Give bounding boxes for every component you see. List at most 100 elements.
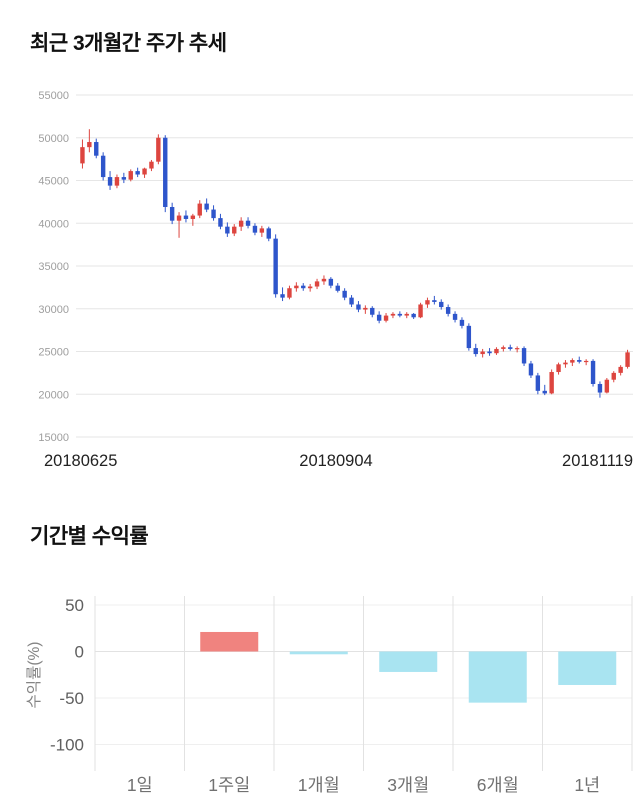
- candle: [349, 295, 354, 308]
- candle-body: [149, 161, 154, 169]
- candle: [87, 129, 92, 153]
- candle: [225, 222, 230, 237]
- y-axis-tick-label: 55000: [38, 90, 69, 102]
- candle-body: [128, 171, 133, 180]
- candle-body: [501, 347, 506, 349]
- candle-body: [418, 304, 423, 318]
- candle: [190, 213, 196, 226]
- candle: [169, 202, 175, 225]
- category-label: 1개월: [298, 775, 340, 795]
- candle-body: [335, 285, 340, 291]
- y-axis-tick-label: 35000: [38, 261, 69, 273]
- candle-body: [100, 155, 106, 178]
- candle: [625, 349, 630, 369]
- y-axis-tick-label: -50: [59, 689, 84, 708]
- y-axis-tick-label: 50: [65, 596, 84, 615]
- candle: [314, 278, 320, 290]
- candle: [583, 359, 589, 366]
- candle-body: [521, 348, 527, 364]
- candle: [218, 213, 223, 230]
- return-bar: [558, 651, 617, 685]
- x-axis-date-label: 20181119: [562, 452, 633, 470]
- return-bar: [200, 631, 259, 652]
- candle-body: [625, 352, 630, 367]
- candle-body: [204, 203, 209, 210]
- candle: [266, 226, 271, 242]
- candle: [321, 275, 327, 285]
- candle: [570, 358, 575, 367]
- candle-body: [321, 278, 327, 282]
- candle: [611, 371, 616, 383]
- candle: [273, 234, 278, 298]
- candle-body: [397, 313, 403, 316]
- candle-body: [190, 215, 196, 219]
- y-axis-tick-label: 0: [75, 643, 84, 662]
- candle-body: [570, 360, 575, 363]
- candle: [197, 200, 202, 219]
- candle: [363, 305, 368, 314]
- candle: [597, 381, 603, 398]
- candle-body: [549, 372, 554, 394]
- candle: [238, 217, 244, 231]
- candle: [183, 210, 189, 223]
- candle: [163, 135, 168, 213]
- period-returns-bar-chart: 50 0 -50 -100 1일 1주일 1개월 3개월 6개월 1년 수익률(%): [25, 596, 633, 795]
- candle: [425, 297, 430, 308]
- candle: [618, 365, 623, 376]
- y-axis-tick-label: 50000: [38, 133, 69, 145]
- candle: [549, 369, 554, 395]
- candle-body: [107, 177, 113, 186]
- candle: [432, 295, 437, 305]
- candle: [452, 311, 458, 323]
- candle: [404, 312, 409, 319]
- candle-body: [390, 313, 396, 316]
- candle-body: [252, 225, 258, 233]
- candle-body: [238, 220, 244, 227]
- candle-body: [80, 147, 85, 164]
- candle: [535, 372, 541, 395]
- candle: [307, 283, 313, 292]
- candle: [232, 224, 237, 237]
- y-axis-tick-label: -100: [50, 736, 84, 755]
- candle-body: [211, 209, 216, 219]
- candle: [252, 223, 258, 236]
- candle-body: [87, 142, 92, 148]
- x-axis-date-label: 20180904: [299, 452, 372, 470]
- candle: [107, 171, 113, 190]
- y-axis-tick-label: 40000: [38, 218, 69, 230]
- candle-body: [121, 177, 127, 180]
- candle-body: [218, 218, 223, 227]
- return-bar: [289, 651, 348, 655]
- candle-body: [280, 294, 285, 298]
- candle: [563, 360, 568, 368]
- candle-body: [439, 301, 444, 308]
- candle-body: [307, 286, 313, 289]
- candle: [445, 304, 451, 317]
- candle: [80, 139, 85, 169]
- candle-body: [301, 285, 306, 289]
- candle: [245, 217, 251, 229]
- candle: [487, 348, 492, 356]
- price-chart-title: 최근 3개월간 주가 추세: [30, 32, 227, 55]
- candle-body: [135, 171, 140, 175]
- category-label: 1일: [127, 775, 153, 795]
- price-candlestick-chart: 55000 50000 45000 40000 35000 30000 25000 20000…: [38, 90, 633, 470]
- category-label: 1주일: [208, 775, 250, 795]
- candle-body: [508, 347, 513, 349]
- candle-body: [514, 348, 520, 350]
- candle-body: [432, 300, 437, 302]
- x-axis-date-label: 20180625: [44, 452, 117, 470]
- candle: [259, 225, 265, 237]
- candle: [390, 312, 396, 319]
- candle: [280, 287, 285, 302]
- candle-body: [480, 351, 485, 355]
- candle: [514, 346, 520, 353]
- candle: [521, 346, 527, 367]
- y-axis-tick-label: 20000: [38, 389, 69, 401]
- candle: [335, 283, 340, 293]
- candle: [301, 283, 306, 291]
- candle-body: [577, 360, 582, 362]
- candle-body: [425, 300, 430, 305]
- candle: [149, 159, 154, 172]
- candle: [459, 317, 465, 329]
